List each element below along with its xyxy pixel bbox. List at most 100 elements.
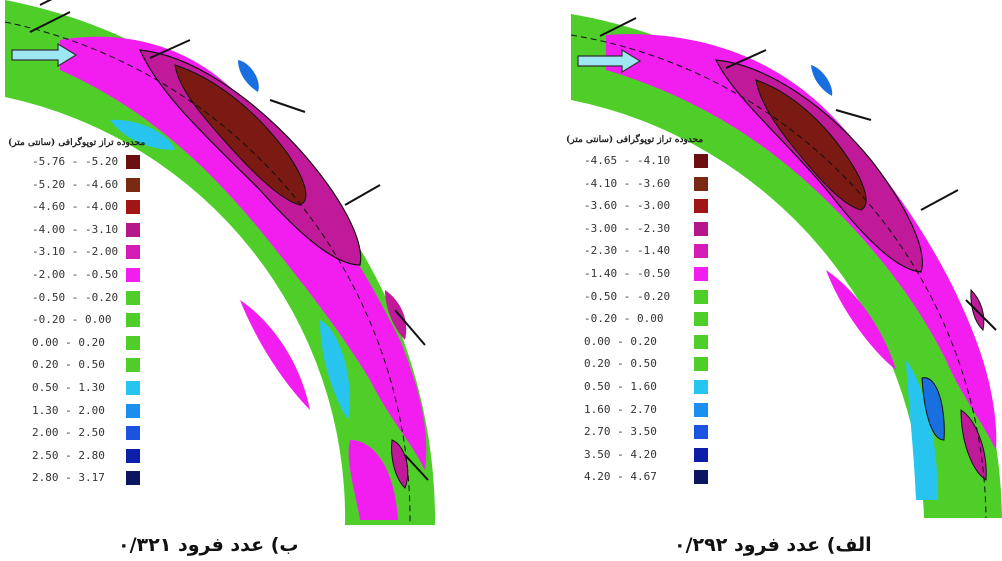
- section-line: [149, 39, 191, 59]
- scour-hole-core: [755, 79, 867, 211]
- legend-item-label: -4.00 - -3.10: [32, 222, 119, 236]
- legend-item-swatch: [126, 155, 140, 169]
- legend-item-label: 0.00 - 0.20: [32, 335, 105, 349]
- legend-b: محدوده تراز توپوگرافی (سانتی متر) -5.76 …: [8, 138, 145, 514]
- section-line: [39, 0, 53, 6]
- flow-arrow: [11, 42, 78, 68]
- legend-item-label: 3.50 - 4.20: [584, 447, 657, 461]
- section-line: [835, 109, 872, 121]
- legend-item-label: -2.00 - -0.50: [32, 268, 119, 281]
- section-line: [344, 184, 381, 206]
- section-line: [269, 99, 306, 113]
- legend-item: -0.20 - 0.00: [566, 311, 708, 327]
- deposition-zone: [921, 377, 945, 441]
- scour-zone: [240, 300, 310, 410]
- deposition-zone: [238, 60, 259, 92]
- legend-item-label: -1.40 - -0.50: [584, 267, 671, 280]
- caption-a: الف) عدد فرود ۰/۲۹۲: [674, 534, 872, 556]
- legend-item-swatch: [126, 471, 140, 486]
- deposition-zone: [110, 119, 175, 150]
- caption-b: ب) عدد فرود ۰/۳۲۱: [118, 534, 299, 556]
- legend-title-b: محدوده تراز توپوگرافی (سانتی متر): [8, 138, 146, 148]
- section-line: [404, 454, 429, 481]
- legend-item-label: -5.20 - -4.60: [32, 177, 119, 191]
- legend-item: -4.00 - -3.10: [8, 222, 148, 238]
- legend-item-swatch: [694, 447, 708, 462]
- legend-item-label: -4.65 - -4.10: [584, 154, 671, 167]
- legend-item-label: -3.10 - -2.00: [32, 245, 119, 259]
- flow-arrow: [577, 48, 642, 74]
- legend-item-swatch: [694, 176, 708, 191]
- section-line: [394, 309, 426, 346]
- section-line: [29, 11, 71, 33]
- legend-item-swatch: [694, 470, 708, 485]
- section-line: [725, 49, 767, 69]
- legend-item: -4.60 - -4.00: [8, 199, 148, 215]
- legend-item: -0.50 - -0.20: [566, 289, 708, 305]
- legend-item-swatch: [126, 313, 140, 328]
- legend-item-swatch: [126, 426, 140, 441]
- legend-item-label: 1.60 - 2.70: [584, 402, 657, 416]
- legend-item-swatch: [126, 358, 140, 373]
- legend-item-label: 2.50 - 2.80: [32, 448, 105, 462]
- deposition-zone: [811, 65, 833, 96]
- bend-topography-map-a: [570, 14, 1002, 519]
- legend-item-swatch: [126, 268, 140, 282]
- legend-item-swatch: [126, 403, 140, 418]
- legend-item: -4.10 - -3.60: [566, 176, 708, 192]
- legend-item-swatch: [126, 448, 140, 463]
- legend-item: 1.30 - 2.00: [8, 403, 148, 419]
- legend-item: -0.50 - -0.20: [8, 290, 148, 306]
- legend-item: 4.20 - 4.67: [566, 469, 708, 485]
- scour-zone: [348, 440, 398, 520]
- legend-item-label: 2.00 - 2.50: [32, 426, 105, 440]
- flow-centerline: [4, 21, 411, 526]
- legend-item-label: -2.30 - -1.40: [584, 244, 671, 258]
- legend-item-swatch: [694, 402, 708, 417]
- legend-item-swatch: [694, 267, 708, 281]
- legend-item: 3.50 - 4.20: [566, 447, 708, 463]
- legend-item: 2.00 - 2.50: [8, 425, 148, 441]
- scour-zone: [826, 270, 896, 370]
- legend-item: -5.76 - -5.20: [8, 154, 148, 170]
- legend-item-label: 4.20 - 4.67: [584, 470, 657, 484]
- legend-item: -2.00 - -0.50: [8, 267, 148, 283]
- legend-item: 2.70 - 3.50: [566, 424, 708, 440]
- legend-item-label: 0.00 - 0.20: [584, 334, 657, 348]
- legend-item-swatch: [694, 221, 708, 236]
- legend-item: -1.40 - -0.50: [566, 266, 708, 282]
- legend-item: 2.80 - 3.17: [8, 470, 148, 486]
- legend-item: 0.50 - 1.30: [8, 380, 148, 396]
- legend-item: 2.50 - 2.80: [8, 448, 148, 464]
- legend-item: -3.60 - -3.00: [566, 198, 708, 214]
- legend-item-swatch: [126, 381, 140, 395]
- legend-item-swatch: [694, 289, 708, 304]
- legend-a: محدوده تراز توپوگرافی (سانتی متر) -4.65 …: [566, 135, 708, 533]
- section-line: [965, 299, 997, 331]
- legend-item: -0.20 - 0.00: [8, 312, 148, 328]
- legend-item-label: -5.76 - -5.20: [32, 155, 119, 168]
- bend-topography-map-b: [4, 0, 436, 526]
- legend-item-label: -4.10 - -3.60: [584, 176, 671, 190]
- legend-item-label: 1.30 - 2.00: [32, 403, 105, 417]
- legend-item-swatch: [694, 154, 708, 168]
- legend-item: -4.65 - -4.10: [566, 153, 708, 169]
- legend-item-label: -4.60 - -4.00: [32, 200, 119, 214]
- legend-item-swatch: [126, 222, 140, 237]
- legend-item: 0.50 - 1.60: [566, 379, 708, 395]
- legend-item: 0.00 - 0.20: [8, 335, 148, 351]
- legend-item-swatch: [694, 334, 708, 349]
- legend-item-swatch: [126, 245, 140, 260]
- legend-item: 0.20 - 0.50: [566, 356, 708, 372]
- section-line: [920, 189, 959, 211]
- legend-item-label: 0.20 - 0.50: [584, 357, 657, 371]
- legend-item: -5.20 - -4.60: [8, 177, 148, 193]
- legend-item-label: -0.20 - 0.00: [32, 313, 112, 327]
- channel-bed: [5, 0, 436, 525]
- legend-item: 0.20 - 0.50: [8, 357, 148, 373]
- legend-item-label: 2.70 - 3.50: [584, 425, 657, 439]
- legend-item: -3.10 - -2.00: [8, 244, 148, 260]
- deposition-zone: [320, 320, 350, 420]
- legend-item-swatch: [126, 200, 140, 215]
- legend-item-label: -0.20 - 0.00: [584, 312, 664, 326]
